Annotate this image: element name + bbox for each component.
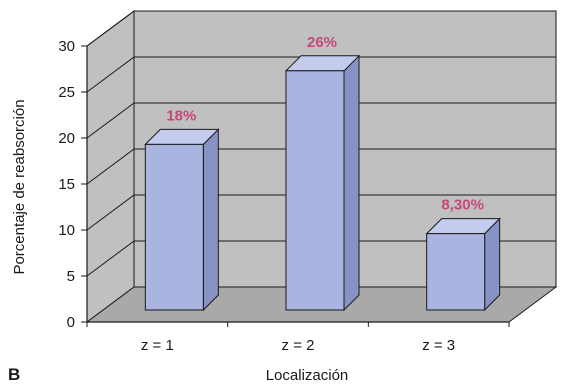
gridline-25 (86, 56, 556, 93)
bar-side (343, 54, 360, 312)
bar-side (202, 128, 219, 312)
gridline-15 (86, 148, 556, 185)
x-tick-label-3: z = 3 (422, 337, 455, 354)
bar-2 (284, 54, 361, 312)
bar-front (285, 70, 345, 311)
gridline-5 (86, 240, 556, 277)
bar-side (484, 217, 501, 312)
gridlines (86, 10, 556, 277)
bar-front (426, 233, 486, 311)
y-tick-label-5: 5 (67, 268, 75, 285)
data-label-1: 18% (166, 107, 196, 124)
bars (144, 54, 501, 312)
gridline-20 (86, 102, 556, 139)
x-tick-label-2: z = 2 (282, 337, 315, 354)
gridline-10 (86, 194, 556, 231)
bar-front (144, 143, 204, 311)
y-tick-label-10: 10 (58, 222, 75, 239)
y-tick-label-15: 15 (58, 176, 75, 193)
axes (81, 45, 510, 327)
gridline-30 (86, 10, 556, 47)
x-axis-title: Localización (266, 367, 349, 384)
data-label-2: 26% (307, 34, 337, 51)
y-tick-label-25: 25 (58, 84, 75, 101)
y-tick-label-20: 20 (58, 130, 75, 147)
x-tick-labels: z = 1 z = 2 z = 3 (141, 337, 455, 354)
x-tick-label-1: z = 1 (141, 337, 174, 354)
y-axis-title: Porcentaje de reabsorción (11, 99, 28, 274)
bar-1 (144, 128, 220, 312)
data-labels: 18% 26% 8,30% (166, 34, 484, 214)
y-tick-label-30: 30 (58, 38, 75, 55)
panel-label: B (8, 365, 20, 384)
y-tick-labels: 0 5 10 15 20 25 30 (58, 38, 75, 331)
bar-3 (425, 217, 501, 312)
y-tick-label-0: 0 (67, 314, 75, 331)
data-label-3: 8,30% (441, 197, 484, 214)
